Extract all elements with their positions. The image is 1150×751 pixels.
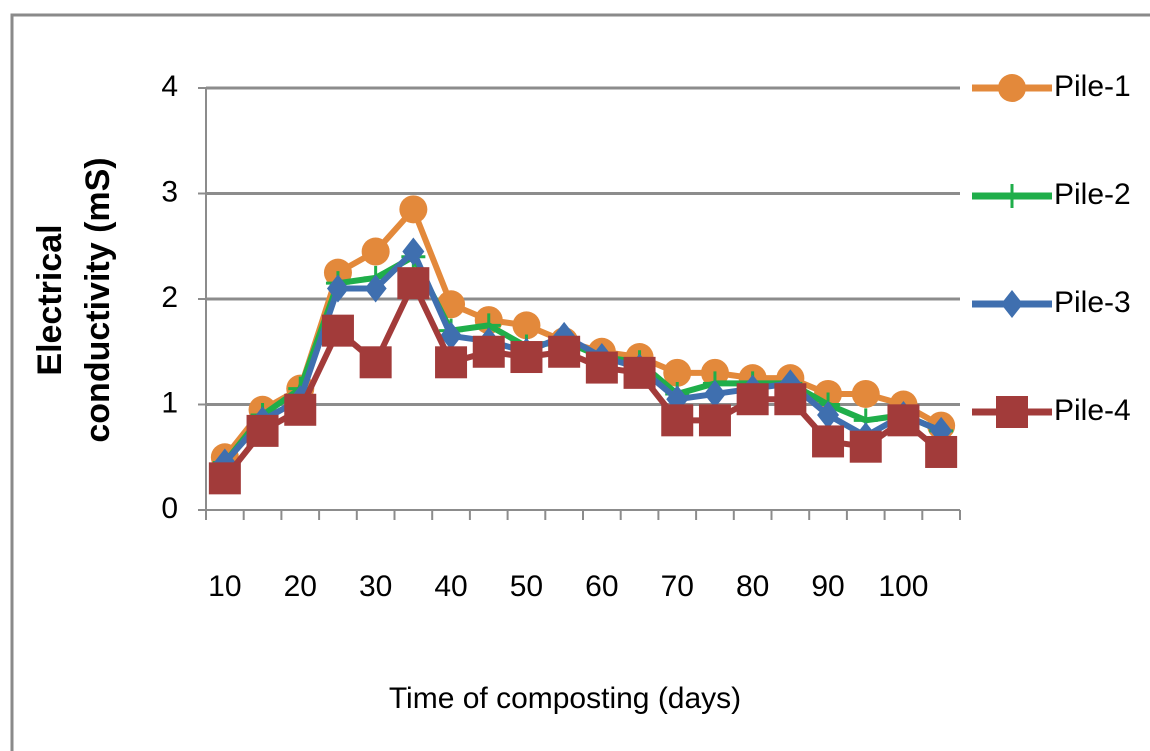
y-tick-label: 3: [161, 175, 178, 208]
marker: [703, 379, 726, 408]
y-tick-label: 4: [161, 70, 178, 103]
marker: [1000, 184, 1024, 208]
x-tick-label: 10: [208, 570, 241, 603]
marker: [698, 404, 731, 437]
x-tick-label: 50: [510, 570, 543, 603]
legend-label: Pile-3: [1054, 286, 1131, 319]
marker: [812, 425, 845, 458]
marker: [284, 393, 317, 426]
marker: [246, 414, 279, 447]
x-tick-label: 70: [661, 570, 694, 603]
x-tick-label: 40: [434, 570, 467, 603]
x-tick-label: 90: [811, 570, 844, 603]
marker: [510, 341, 543, 374]
marker: [925, 435, 958, 468]
marker: [402, 237, 425, 266]
marker: [663, 358, 692, 387]
x-tick-label: 80: [736, 570, 769, 603]
marker: [998, 74, 1026, 102]
x-axis-label: Time of composting (days): [389, 682, 741, 715]
marker: [435, 346, 468, 379]
x-tick-label: 60: [585, 570, 618, 603]
x-tick-label: 20: [284, 570, 317, 603]
marker: [849, 430, 882, 463]
legend-label: Pile-2: [1054, 178, 1131, 211]
marker: [887, 404, 920, 437]
y-tick-label: 1: [161, 386, 178, 419]
marker: [361, 237, 390, 266]
y-axis-label: Electrical: [31, 224, 69, 375]
marker: [399, 195, 428, 224]
y-tick-label: 2: [161, 281, 178, 314]
marker: [208, 462, 241, 495]
marker: [472, 335, 505, 368]
marker: [512, 311, 541, 340]
marker: [585, 351, 618, 384]
marker: [817, 401, 840, 430]
marker: [774, 383, 807, 416]
y-axis-label: conductivity (mS): [79, 157, 117, 442]
x-tick-label: 100: [878, 570, 928, 603]
frame: [10, 13, 1150, 751]
marker: [1001, 290, 1023, 318]
marker: [851, 379, 880, 408]
marker: [736, 383, 769, 416]
marker: [321, 314, 354, 347]
marker: [326, 274, 349, 303]
marker: [397, 267, 430, 300]
marker: [548, 335, 581, 368]
marker: [661, 404, 694, 437]
x-tick-label: 30: [359, 570, 392, 603]
marker: [996, 396, 1028, 428]
marker: [359, 346, 392, 379]
marker: [440, 321, 463, 350]
marker: [623, 356, 656, 389]
y-tick-label: 0: [161, 492, 178, 525]
marker: [364, 274, 387, 303]
legend-label: Pile-1: [1054, 70, 1131, 103]
legend-label: Pile-4: [1054, 394, 1131, 427]
